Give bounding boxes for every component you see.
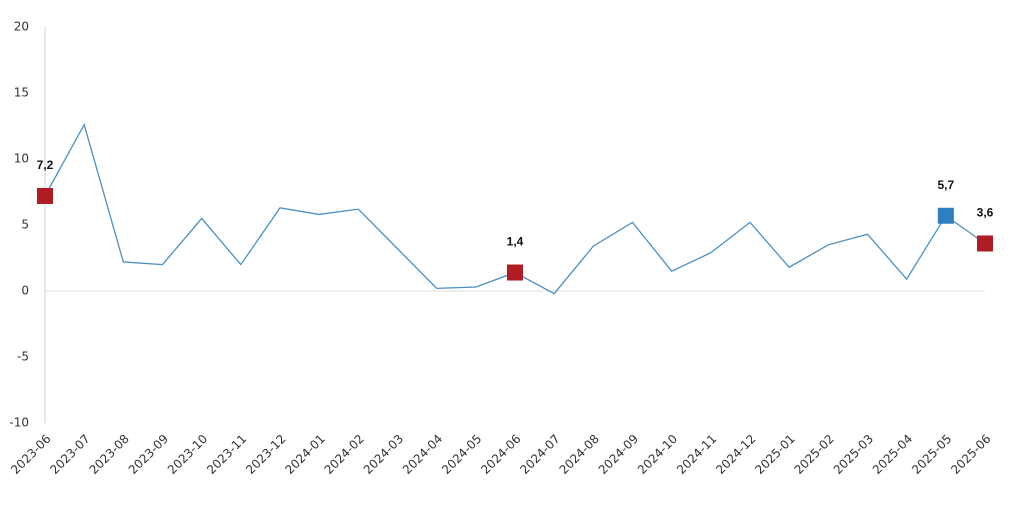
x-tick-label: 2025-01 (752, 432, 797, 477)
y-tick-label: 15 (14, 86, 29, 100)
x-tick-label: 2025-05 (909, 432, 954, 477)
y-tick-label: 0 (21, 284, 29, 298)
x-tick-label: 2024-12 (713, 432, 758, 477)
y-tick-label: 20 (14, 20, 29, 34)
value-label: 7,2 (37, 158, 54, 172)
x-tick-label: 2024-01 (282, 432, 327, 477)
x-tick-label: 2024-03 (361, 432, 406, 477)
x-tick-label: 2024-08 (557, 432, 602, 477)
value-label: 5,7 (937, 178, 954, 192)
y-tick-label: -10 (9, 416, 29, 430)
value-label: 3,6 (977, 206, 994, 220)
x-tick-label: 2024-07 (517, 432, 562, 477)
x-tick-label: 2023-10 (165, 432, 210, 477)
x-tick-label: 2024-10 (635, 432, 680, 477)
y-tick-label: 5 (21, 218, 29, 232)
y-tick-label: 10 (14, 152, 29, 166)
x-tick-label: 2024-04 (400, 432, 445, 477)
x-tick-label: 2024-05 (439, 432, 484, 477)
x-tick-label: 2025-02 (792, 432, 837, 477)
marker (977, 235, 993, 252)
x-tick-label: 2024-02 (322, 432, 367, 477)
x-tick-label: 2023-06 (8, 432, 53, 477)
x-tick-label: 2025-06 (948, 432, 993, 477)
x-tick-label: 2024-06 (478, 432, 523, 477)
y-tick-label: -5 (17, 350, 29, 364)
x-tick-label: 2024-11 (674, 432, 719, 477)
value-label: 1,4 (507, 235, 524, 249)
x-tick-label: 2023-09 (126, 432, 171, 477)
x-tick-label: 2025-04 (870, 432, 915, 477)
marker (937, 207, 954, 224)
marker (37, 187, 53, 204)
x-tick-label: 2023-12 (243, 432, 288, 477)
x-tick-label: 2023-07 (47, 432, 92, 477)
x-tick-label: 2023-11 (204, 432, 249, 477)
x-tick-label: 2024-09 (596, 432, 641, 477)
x-tick-label: 2023-08 (87, 432, 132, 477)
marker (507, 264, 523, 281)
x-tick-label: 2025-03 (831, 432, 876, 477)
